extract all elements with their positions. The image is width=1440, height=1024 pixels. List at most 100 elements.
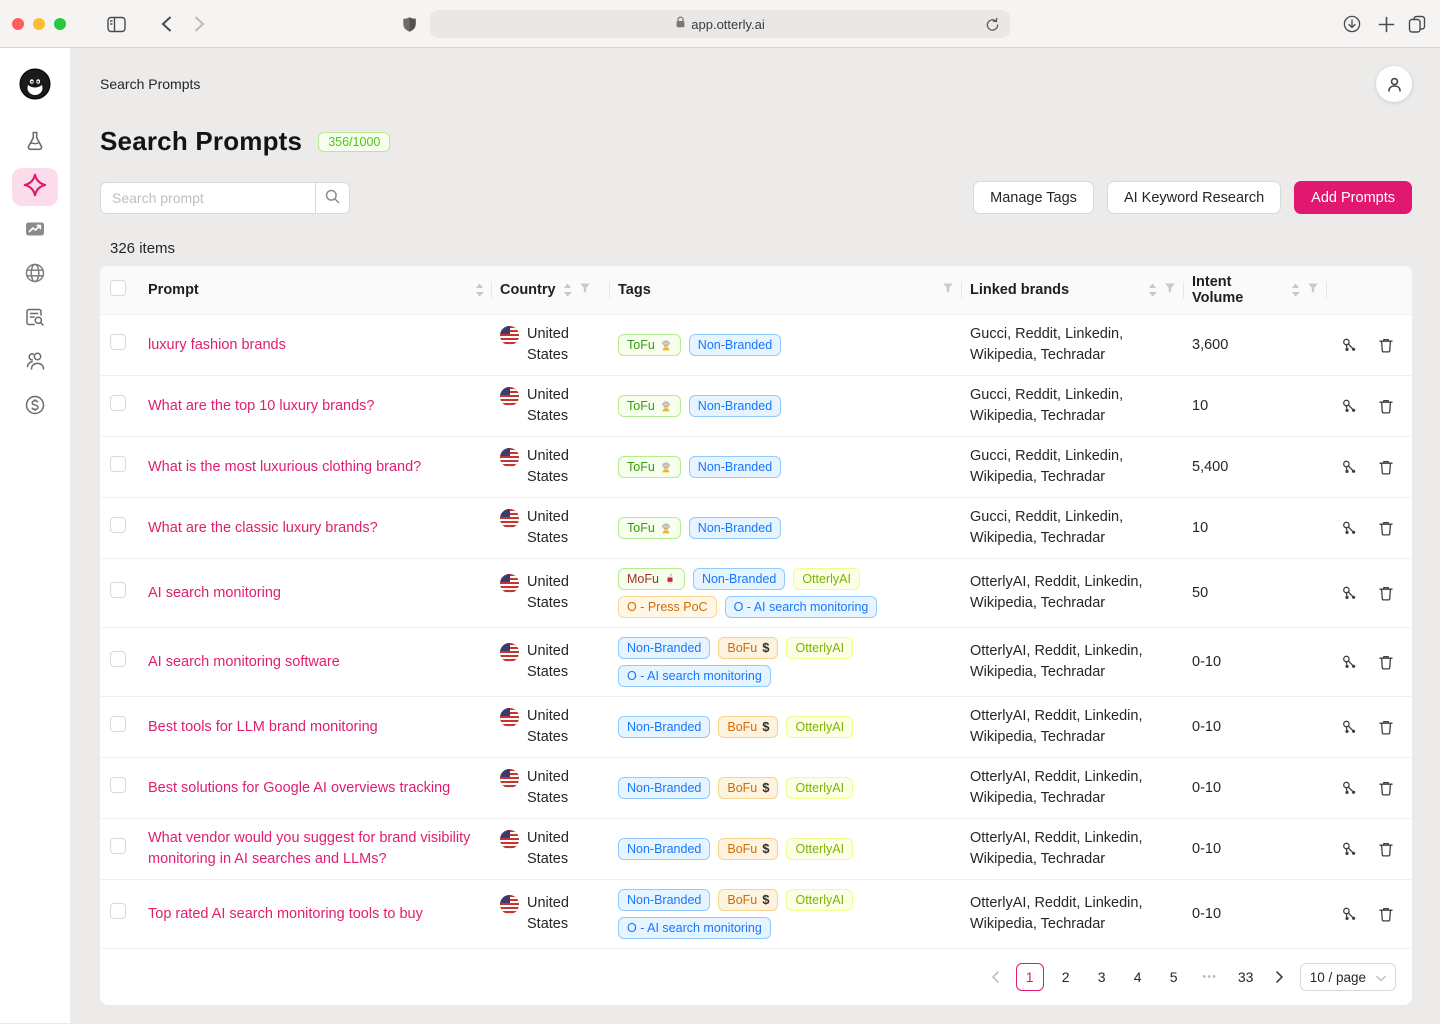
ai-keyword-research-button[interactable]: AI Keyword Research bbox=[1106, 181, 1282, 214]
sidebar-item-flask[interactable] bbox=[12, 124, 58, 162]
tag-chip[interactable]: Non-Branded bbox=[618, 637, 711, 659]
row-checkbox[interactable] bbox=[110, 394, 126, 411]
sort-icon[interactable] bbox=[563, 283, 572, 297]
linked-brands-button[interactable] bbox=[1341, 780, 1358, 797]
tag-chip[interactable]: Non-Branded bbox=[618, 716, 711, 738]
delete-row-button[interactable] bbox=[1378, 520, 1394, 537]
column-header-tags[interactable]: Tags bbox=[610, 266, 962, 315]
filter-icon[interactable] bbox=[942, 282, 954, 298]
prompt-link[interactable]: What is the most luxurious clothing bran… bbox=[148, 458, 422, 475]
linked-brands-button[interactable] bbox=[1341, 841, 1358, 858]
filter-icon[interactable] bbox=[579, 282, 591, 298]
sort-icon[interactable] bbox=[475, 283, 484, 297]
tag-chip[interactable]: Non-Branded bbox=[688, 456, 782, 478]
tab-overview-icon[interactable] bbox=[1407, 14, 1427, 34]
tag-chip[interactable]: OtterlyAI bbox=[786, 637, 854, 659]
prompt-link[interactable]: Best solutions for Google AI overviews t… bbox=[148, 779, 451, 796]
tag-chip[interactable]: O - AI search monitoring bbox=[618, 665, 771, 687]
tag-chip[interactable]: Non-Branded bbox=[618, 838, 711, 860]
tag-chip[interactable]: Non-Branded bbox=[688, 395, 782, 417]
row-checkbox[interactable] bbox=[110, 650, 126, 667]
page-button-5[interactable]: 5 bbox=[1169, 969, 1178, 985]
tag-chip[interactable]: Non-Branded bbox=[688, 517, 782, 539]
reload-icon[interactable] bbox=[982, 15, 1002, 35]
row-checkbox[interactable] bbox=[110, 715, 126, 732]
prompt-link[interactable]: What vendor would you suggest for brand … bbox=[148, 830, 471, 867]
tag-chip[interactable]: ToFu bbox=[618, 334, 681, 356]
tag-chip[interactable]: Non-Branded bbox=[618, 777, 711, 799]
sidebar-item-globe[interactable] bbox=[12, 256, 58, 294]
row-checkbox[interactable] bbox=[110, 837, 126, 854]
tag-chip[interactable]: Non-Branded bbox=[618, 889, 711, 911]
row-checkbox[interactable] bbox=[110, 516, 126, 533]
close-window-button[interactable] bbox=[12, 18, 24, 30]
delete-row-button[interactable] bbox=[1378, 585, 1394, 602]
new-tab-icon[interactable] bbox=[1376, 14, 1396, 34]
downloads-icon[interactable] bbox=[1342, 14, 1362, 34]
page-size-select[interactable]: 10 / page bbox=[1299, 963, 1396, 991]
tag-chip[interactable]: O - Press PoC bbox=[618, 596, 717, 618]
tag-chip[interactable]: OtterlyAI bbox=[786, 716, 854, 738]
select-all-checkbox[interactable] bbox=[110, 280, 126, 296]
linked-brands-button[interactable] bbox=[1341, 719, 1358, 736]
tag-chip[interactable]: ToFu bbox=[618, 456, 681, 478]
minimize-window-button[interactable] bbox=[33, 18, 45, 30]
tag-chip[interactable]: BoFu $ bbox=[718, 838, 779, 860]
filter-icon[interactable] bbox=[1164, 282, 1176, 298]
tag-chip[interactable]: Non-Branded bbox=[692, 568, 786, 590]
tag-chip[interactable]: O - AI search monitoring bbox=[618, 917, 771, 939]
tag-chip[interactable]: OtterlyAI bbox=[786, 777, 854, 799]
tag-chip[interactable]: OtterlyAI bbox=[786, 838, 854, 860]
page-button-4[interactable]: 4 bbox=[1133, 969, 1142, 985]
delete-row-button[interactable] bbox=[1378, 906, 1394, 923]
linked-brands-button[interactable] bbox=[1341, 520, 1358, 537]
sidebar-item-chart[interactable] bbox=[12, 212, 58, 250]
zoom-window-button[interactable] bbox=[54, 18, 66, 30]
linked-brands-button[interactable] bbox=[1341, 337, 1358, 354]
tag-chip[interactable]: ToFu bbox=[618, 517, 681, 539]
column-header-linked-brands[interactable]: Linked brands bbox=[962, 266, 1184, 315]
tag-chip[interactable]: BoFu $ bbox=[718, 716, 779, 738]
sidebar-toggle-icon[interactable] bbox=[106, 14, 126, 34]
add-prompts-button[interactable]: Add Prompts bbox=[1294, 181, 1412, 214]
row-checkbox[interactable] bbox=[110, 776, 126, 793]
row-checkbox[interactable] bbox=[110, 902, 126, 919]
delete-row-button[interactable] bbox=[1378, 337, 1394, 354]
sidebar-item-dollar[interactable] bbox=[12, 388, 58, 426]
tag-chip[interactable]: Non-Branded bbox=[688, 334, 782, 356]
page-button-3[interactable]: 3 bbox=[1097, 969, 1106, 985]
next-page-button[interactable] bbox=[1268, 963, 1292, 991]
prev-page-button[interactable] bbox=[984, 963, 1008, 991]
delete-row-button[interactable] bbox=[1378, 398, 1394, 415]
sort-icon[interactable] bbox=[1291, 283, 1300, 297]
delete-row-button[interactable] bbox=[1378, 719, 1394, 736]
tag-chip[interactable]: ToFu bbox=[618, 395, 681, 417]
column-header-intent-volume[interactable]: Intent Volume bbox=[1184, 266, 1327, 315]
search-input[interactable] bbox=[100, 181, 315, 214]
prompt-link[interactable]: AI search monitoring software bbox=[148, 653, 340, 670]
page-button-33[interactable]: 33 bbox=[1237, 969, 1254, 985]
row-checkbox[interactable] bbox=[110, 333, 126, 350]
prompt-link[interactable]: AI search monitoring bbox=[148, 584, 281, 601]
linked-brands-button[interactable] bbox=[1341, 654, 1358, 671]
row-checkbox[interactable] bbox=[110, 581, 126, 598]
linked-brands-button[interactable] bbox=[1341, 585, 1358, 602]
tag-chip[interactable]: BoFu $ bbox=[718, 889, 779, 911]
sort-icon[interactable] bbox=[1148, 283, 1157, 297]
prompt-link[interactable]: What are the top 10 luxury brands? bbox=[148, 397, 375, 414]
row-checkbox[interactable] bbox=[110, 455, 126, 472]
tag-chip[interactable]: O - AI search monitoring bbox=[724, 596, 878, 618]
otterly-logo[interactable] bbox=[19, 68, 51, 100]
linked-brands-button[interactable] bbox=[1341, 459, 1358, 476]
delete-row-button[interactable] bbox=[1378, 780, 1394, 797]
prompt-link[interactable]: Best tools for LLM brand monitoring bbox=[148, 718, 378, 735]
delete-row-button[interactable] bbox=[1378, 459, 1394, 476]
delete-row-button[interactable] bbox=[1378, 654, 1394, 671]
privacy-shield-icon[interactable] bbox=[399, 14, 419, 34]
url-bar[interactable]: app.otterly.ai bbox=[430, 10, 1010, 38]
filter-icon[interactable] bbox=[1307, 282, 1319, 298]
tag-chip[interactable]: OtterlyAI bbox=[793, 568, 860, 590]
prompt-link[interactable]: Top rated AI search monitoring tools to … bbox=[148, 905, 423, 922]
prompt-link[interactable]: What are the classic luxury brands? bbox=[148, 519, 378, 536]
linked-brands-button[interactable] bbox=[1341, 398, 1358, 415]
